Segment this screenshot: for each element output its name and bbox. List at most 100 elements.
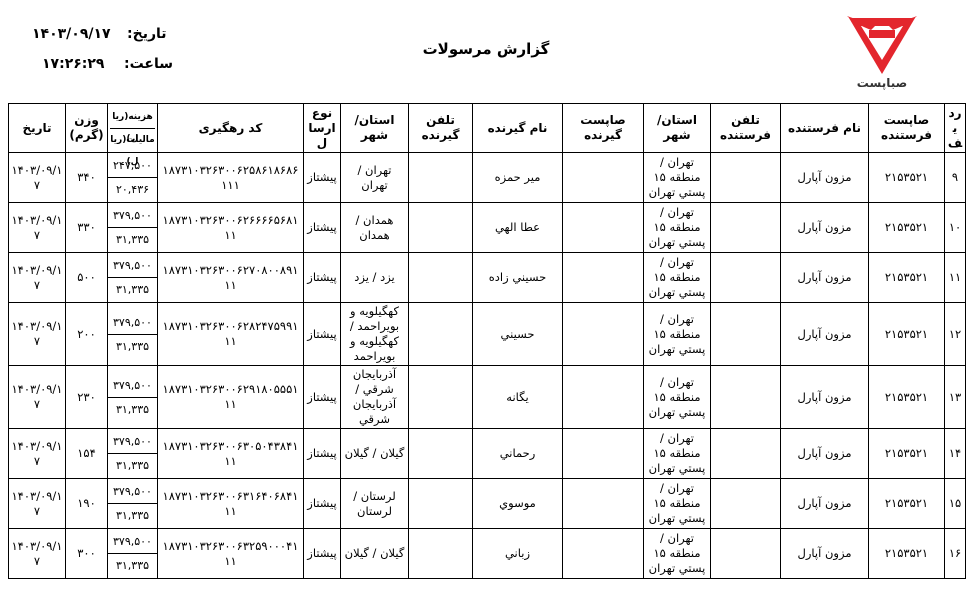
empty-cell <box>562 202 644 253</box>
weight: ۳۳۰ <box>65 202 108 253</box>
sender-sapost: ۲۱۵۳۵۲۱ <box>868 478 945 529</box>
type: پيشتاز <box>303 428 341 479</box>
type: پيشتاز <box>303 528 341 579</box>
receiver-province: لرستان / لرستان <box>340 478 409 529</box>
column-header: تاریخ <box>8 103 66 153</box>
cost: ۳۷۹,۵۰۰ <box>108 530 157 554</box>
column-header-part: هزینه(ریال) <box>110 106 155 144</box>
receiver-name: موسوي <box>472 478 563 529</box>
cost: ۳۷۹,۵۰۰ <box>108 430 157 454</box>
date: ۱۴۰۳/۰۹/۱۷ <box>8 478 66 529</box>
weight: ۳۰۰ <box>65 528 108 579</box>
sender-province: تهران / منطقه ۱۵ پستي تهران <box>643 152 711 203</box>
sender-name: مزون آپارل <box>780 202 869 253</box>
table-row: ۱۰ ۲۱۵۳۵۲۱ مزون آپارل تهران / منطقه ۱۵ پستي… <box>8 202 966 253</box>
type: پيشتاز <box>303 202 341 253</box>
column-header: تلفن فرستنده <box>710 103 781 153</box>
empty-cell <box>562 478 644 529</box>
logo-mark <box>847 16 917 74</box>
tax: ۳۱,۳۳۵ <box>115 559 150 572</box>
column-header: وزن (گرم) <box>65 103 108 153</box>
empty-cell <box>562 528 644 579</box>
column-header: ردیف <box>944 103 966 153</box>
tax: ۳۱,۳۳۵ <box>115 233 150 246</box>
tracking: ۱۸۷۳۱۰۳۲۶۳۰۰۶۳۱۶۴۰۶۸۴۱۱۱ <box>157 478 304 529</box>
tracking: ۱۸۷۳۱۰۳۲۶۳۰۰۶۲۷۰۸۰۰۸۹۱۱۱ <box>157 252 304 303</box>
sender-province: تهران / منطقه ۱۵ پستي تهران <box>643 302 711 366</box>
sender-sapost: ۲۱۵۳۵۲۱ <box>868 152 945 203</box>
sender-province: تهران / منطقه ۱۵ پستي تهران <box>643 202 711 253</box>
receiver-name: زباني <box>472 528 563 579</box>
no: ۱۲ <box>944 302 966 366</box>
tracking: ۱۸۷۳۱۰۳۲۶۳۰۰۶۳۰۵۰۴۳۸۴۱۱۱ <box>157 428 304 479</box>
empty-cell <box>710 152 781 203</box>
cost: ۳۷۹,۵۰۰ <box>108 311 157 335</box>
tracking: ۱۸۷۳۱۰۳۲۶۳۰۰۶۲۹۱۸۰۵۵۵۱۱۱ <box>157 365 304 429</box>
empty-cell <box>562 302 644 366</box>
date-label: تاریخ: <box>127 26 167 42</box>
cost-cell: ۲۴۷,۵۰۰ ۲۰,۴۳۶ <box>107 152 158 203</box>
sender-province: تهران / منطقه ۱۵ پستي تهران <box>643 365 711 429</box>
weight: ۳۴۰ <box>65 152 108 203</box>
date: ۱۴۰۳/۰۹/۱۷ <box>8 428 66 479</box>
tracking: ۱۸۷۳۱۰۳۲۶۳۰۰۶۲۵۸۶۱۸۶۸۶۱۱۱ <box>157 152 304 203</box>
sender-name: مزون آپارل <box>780 152 869 203</box>
header-row: ردیف صاپست فرستنده نام فرستنده تلفن فرستنده… <box>8 103 966 167</box>
weight: ۲۳۰ <box>65 365 108 429</box>
weight: ۲۰۰ <box>65 302 108 366</box>
logo-text: صباپست <box>856 76 908 90</box>
empty-cell <box>710 365 781 429</box>
cost-cell: ۳۷۹,۵۰۰ ۳۱,۳۳۵ <box>107 202 158 253</box>
sender-province: تهران / منطقه ۱۵ پستي تهران <box>643 478 711 529</box>
empty-cell <box>408 302 473 366</box>
empty-cell <box>408 365 473 429</box>
date: ۱۴۰۳/۰۹/۱۷ <box>8 365 66 429</box>
weight: ۱۵۴ <box>65 428 108 479</box>
tracking: ۱۸۷۳۱۰۳۲۶۳۰۰۶۲۸۲۴۷۵۹۹۱۱۱ <box>157 302 304 366</box>
empty-cell <box>408 478 473 529</box>
empty-cell <box>562 428 644 479</box>
table-row: ۱۲ ۲۱۵۳۵۲۱ مزون آپارل تهران / منطقه ۱۵ پستي… <box>8 302 966 366</box>
no: ۱۳ <box>944 365 966 429</box>
tracking: ۱۸۷۳۱۰۳۲۶۳۰۰۶۲۶۶۶۶۵۶۸۱۱۱ <box>157 202 304 253</box>
type: پيشتاز <box>303 152 341 203</box>
column-header: استان/ شهر <box>340 103 409 153</box>
column-header-part: مالیات(ریال) <box>110 134 155 167</box>
no: ۱۰ <box>944 202 966 253</box>
tax: ۳۱,۳۳۵ <box>115 339 150 353</box>
cost: ۳۷۹,۵۰۰ <box>108 480 157 504</box>
column-header: صاپست فرستنده <box>868 103 945 153</box>
sender-name: مزون آپارل <box>780 428 869 479</box>
no: ۹ <box>944 152 966 203</box>
date: ۱۴۰۳/۰۹/۱۷ <box>8 302 66 366</box>
receiver-name: يگانه <box>472 365 563 429</box>
sender-province: تهران / منطقه ۱۵ پستي تهران <box>643 428 711 479</box>
weight: ۱۹۰ <box>65 478 108 529</box>
tax: ۳۱,۳۳۵ <box>115 402 150 416</box>
empty-cell <box>710 428 781 479</box>
receiver-province: گيلان / گيلان <box>340 428 409 479</box>
sender-sapost: ۲۱۵۳۵۲۱ <box>868 365 945 429</box>
receiver-name: حسيني زاده <box>472 252 563 303</box>
empty-cell <box>710 528 781 579</box>
date: ۱۴۰۳/۰۹/۱۷ <box>8 252 66 303</box>
tax: ۳۱,۳۳۵ <box>115 509 150 522</box>
table-row: ۱۱ ۲۱۵۳۵۲۱ مزون آپارل تهران / منطقه ۱۵ پستي… <box>8 252 966 303</box>
receiver-name: حسيني <box>472 302 563 366</box>
sender-province: تهران / منطقه ۱۵ پستي تهران <box>643 252 711 303</box>
empty-cell <box>408 152 473 203</box>
receiver-province: آذربايجان شرقي / آذربايجان شرقي <box>340 365 409 429</box>
table-row: ۱۳ ۲۱۵۳۵۲۱ مزون آپارل تهران / منطقه ۱۵ پستي… <box>8 365 966 429</box>
sender-name: مزون آپارل <box>780 365 869 429</box>
cost: ۲۴۷,۵۰۰ <box>108 154 157 178</box>
date: ۱۴۰۳/۰۹/۱۷ <box>8 152 66 203</box>
cost-cell: ۳۷۹,۵۰۰ ۳۱,۳۳۵ <box>107 478 158 529</box>
cost-cell: ۳۷۹,۵۰۰ ۳۱,۳۳۵ <box>107 252 158 303</box>
empty-cell <box>408 528 473 579</box>
empty-cell <box>710 478 781 529</box>
sender-name: مزون آپارل <box>780 528 869 579</box>
date: ۱۴۰۳/۰۹/۱۷ <box>8 528 66 579</box>
title: گزارش مرسولات <box>422 40 550 58</box>
date: ۱۴۰۳/۰۹/۱۷ <box>8 202 66 253</box>
empty-cell <box>408 252 473 303</box>
